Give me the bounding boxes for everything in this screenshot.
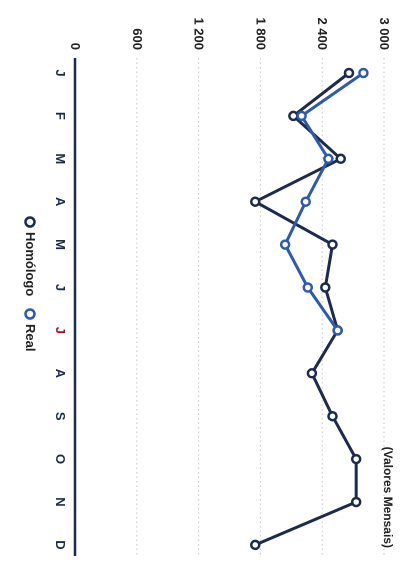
series-point xyxy=(350,496,362,508)
series-point xyxy=(335,153,346,165)
x-category-label: J xyxy=(53,284,68,291)
y-axis-ticks: 0 600 1 200 1 800 2 400 3 000 xyxy=(68,17,392,50)
legend-marker xyxy=(24,308,36,320)
x-category-label: M xyxy=(53,153,68,164)
series-point xyxy=(350,453,362,465)
chart-subtitle: (Valores Mensais) xyxy=(381,447,395,548)
legend-label: Homólogo xyxy=(23,232,38,296)
series-point xyxy=(288,110,299,122)
series-point xyxy=(323,153,334,165)
series-point xyxy=(250,539,261,551)
series-point xyxy=(320,282,331,293)
series-point xyxy=(358,67,369,79)
series-point xyxy=(302,282,314,293)
series-point xyxy=(327,410,338,422)
x-category-label: N xyxy=(53,497,68,506)
series-point xyxy=(300,196,311,207)
y-tick-label: 1 800 xyxy=(253,17,268,50)
legend-label: Real xyxy=(23,324,38,351)
series-point xyxy=(296,110,307,122)
series-lines xyxy=(250,67,369,551)
y-tick-label: 2 400 xyxy=(315,17,330,50)
y-tick-label: 3 000 xyxy=(377,17,392,50)
x-category-label: J xyxy=(53,69,68,76)
x-category-label: A xyxy=(53,369,68,379)
series-point xyxy=(343,67,355,79)
x-category-label: D xyxy=(53,540,68,549)
grid-lines xyxy=(136,58,385,556)
x-category-label: A xyxy=(53,197,68,207)
y-tick-label: 1 200 xyxy=(192,17,207,50)
series-point xyxy=(279,239,291,250)
series-point xyxy=(332,325,343,336)
series-point xyxy=(250,196,261,207)
x-category-label: J xyxy=(53,327,68,334)
y-tick-label: 600 xyxy=(130,28,145,50)
legend: Homólogo Real xyxy=(23,216,38,351)
x-category-label: S xyxy=(53,412,68,421)
series-point xyxy=(327,239,338,250)
series-point xyxy=(306,368,318,379)
x-category-label: F xyxy=(53,112,68,120)
x-category-label: O xyxy=(53,454,68,464)
x-category-label: M xyxy=(53,239,68,250)
x-axis-categories: J F M A M J J A S O N D xyxy=(53,69,68,549)
y-tick-label: 0 xyxy=(68,43,83,50)
series-line-0 xyxy=(253,71,358,547)
legend-marker xyxy=(24,216,36,228)
